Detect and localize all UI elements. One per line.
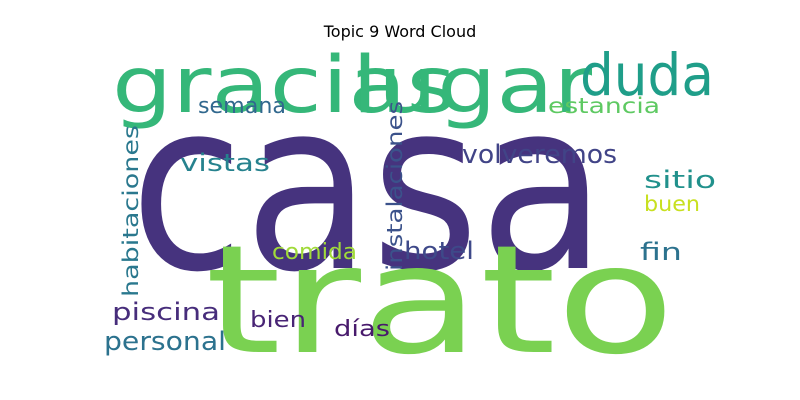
word-comida: comida xyxy=(272,240,357,265)
word-casa: casa xyxy=(130,51,606,324)
word-piscina: piscina xyxy=(112,298,220,326)
word-días: días xyxy=(334,317,390,342)
word-fin: fin xyxy=(640,238,682,266)
chart-title: Topic 9 Word Cloud xyxy=(323,22,477,41)
word-sitio: sitio xyxy=(644,166,716,194)
word-duda: duda xyxy=(580,41,714,109)
word-trato: trato xyxy=(205,214,675,388)
word-habitaciones: habitaciones xyxy=(119,125,143,297)
word-estancia: estancia xyxy=(548,94,660,118)
word-semana: semana xyxy=(198,94,286,119)
word-bien: bien xyxy=(250,308,306,333)
word-gracias: gracias xyxy=(112,41,456,131)
word-personal: personal xyxy=(104,327,226,357)
word-vistas: vistas xyxy=(180,149,270,177)
word-hotel: hotel xyxy=(404,237,474,265)
word-instalaciones: instalaciones xyxy=(383,101,407,271)
word-volveremos: volveremos xyxy=(462,140,617,170)
word-buen: buen xyxy=(644,192,700,216)
word-lugar: lugar xyxy=(352,41,593,131)
